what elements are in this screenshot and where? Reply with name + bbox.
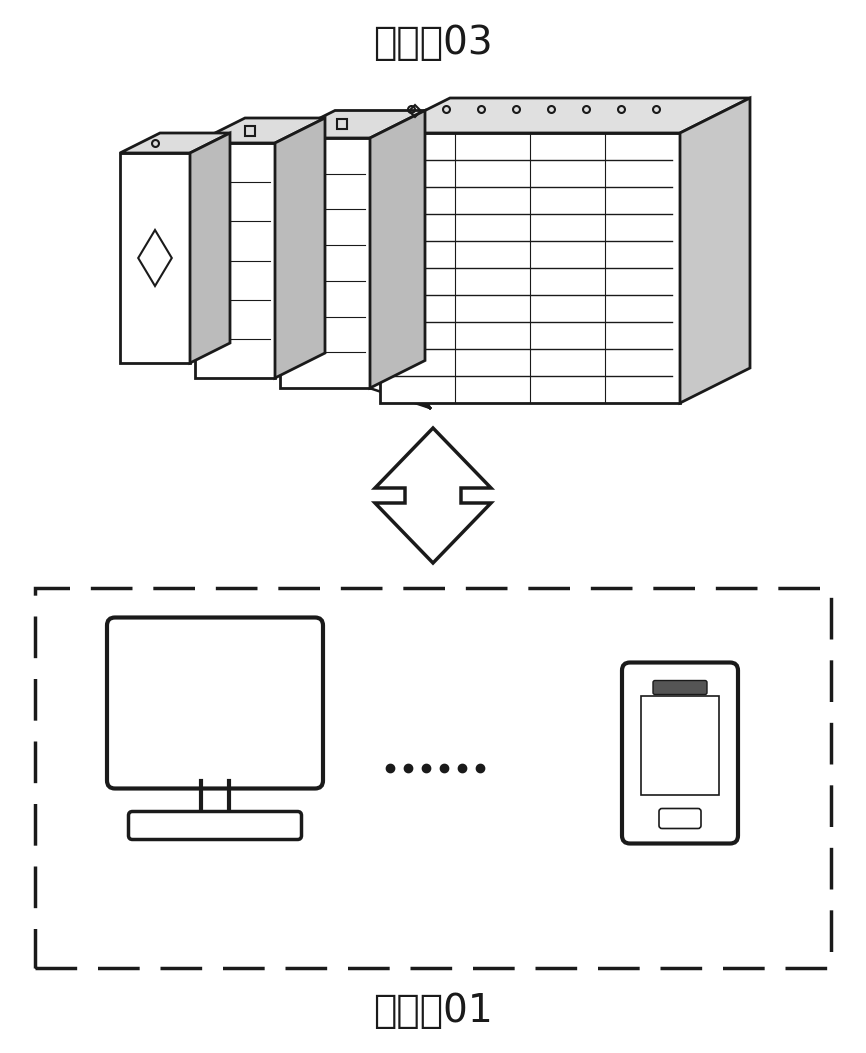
Polygon shape (190, 133, 230, 363)
Polygon shape (280, 138, 370, 388)
FancyBboxPatch shape (641, 695, 719, 795)
Polygon shape (380, 133, 680, 403)
Polygon shape (680, 98, 750, 403)
Text: 客户端01: 客户端01 (373, 992, 493, 1030)
Text: 服务器03: 服务器03 (373, 24, 493, 62)
Polygon shape (375, 428, 491, 563)
FancyBboxPatch shape (622, 662, 738, 843)
Polygon shape (280, 111, 425, 138)
Polygon shape (380, 98, 750, 133)
Polygon shape (195, 143, 275, 378)
FancyBboxPatch shape (653, 680, 707, 695)
Polygon shape (195, 118, 325, 143)
Polygon shape (370, 111, 425, 388)
FancyBboxPatch shape (659, 809, 701, 829)
FancyBboxPatch shape (128, 812, 301, 839)
Polygon shape (139, 230, 171, 286)
Polygon shape (120, 133, 230, 153)
Polygon shape (275, 118, 325, 378)
Polygon shape (120, 153, 190, 363)
FancyBboxPatch shape (107, 617, 323, 789)
